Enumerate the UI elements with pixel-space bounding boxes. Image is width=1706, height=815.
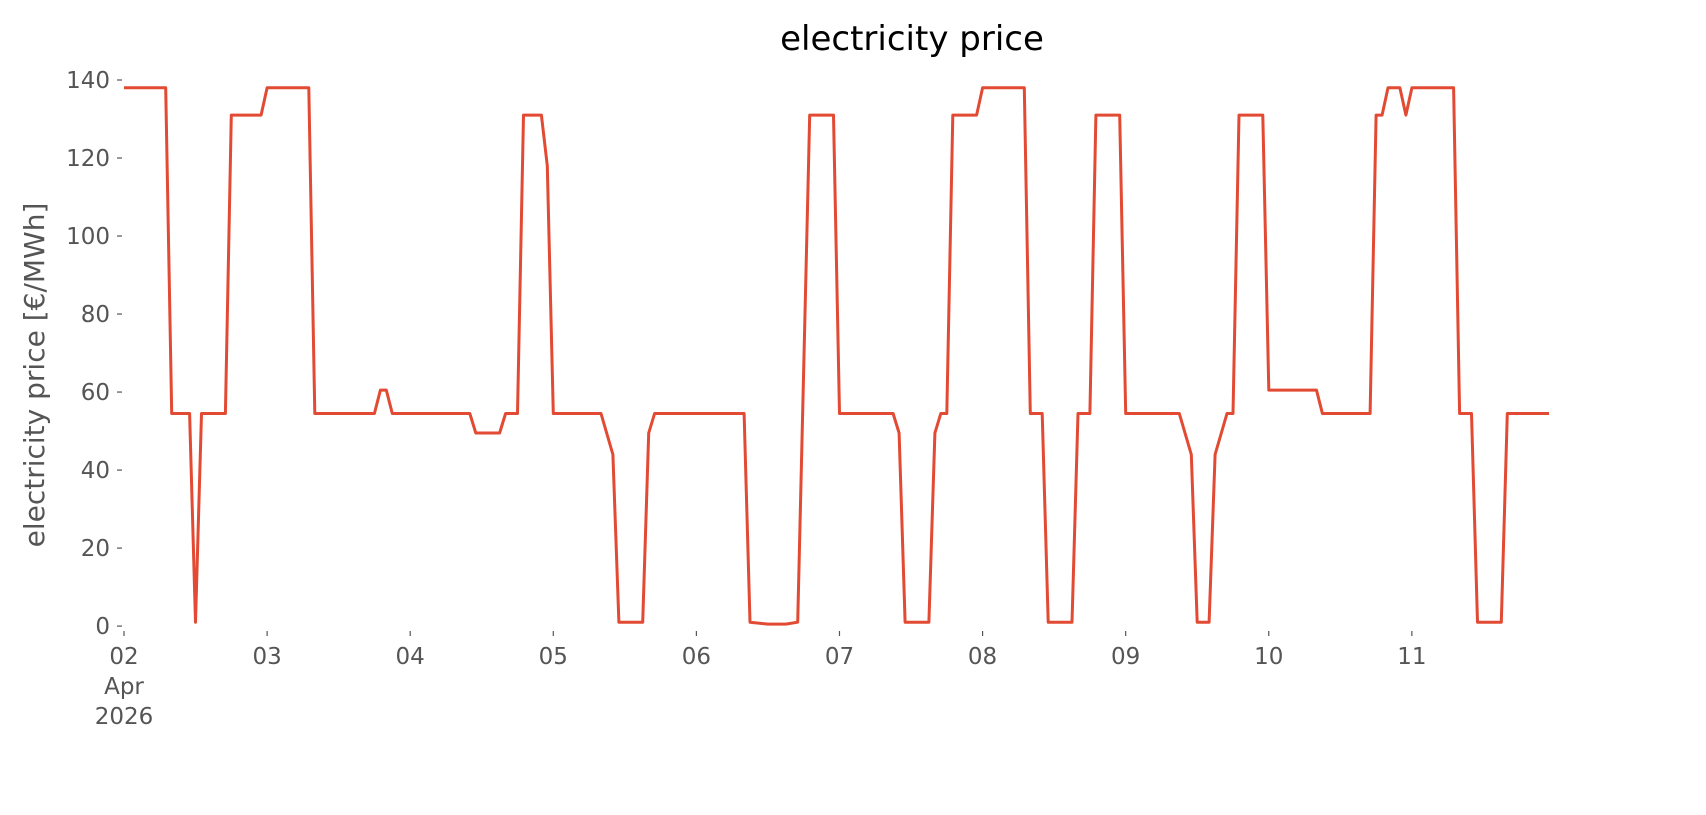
y-tick-label: 80 [81, 302, 110, 328]
y-tick-label: 0 [95, 614, 110, 640]
x-tick-label: 02 Apr 2026 [95, 644, 154, 730]
y-axis-label: electricity price [€/MWh] [18, 203, 51, 548]
x-tick-label: 07 [825, 644, 854, 670]
x-tick-label: 08 [968, 644, 997, 670]
x-tick-label: 05 [539, 644, 568, 670]
y-tick-label: 100 [66, 224, 110, 250]
x-tick-label: 04 [396, 644, 425, 670]
x-tick-label: 09 [1111, 644, 1140, 670]
chart-title: electricity price [780, 19, 1044, 59]
y-tick-label: 120 [66, 146, 110, 172]
x-tick-label: 06 [682, 644, 711, 670]
x-tick-label: 03 [252, 644, 281, 670]
y-tick-label: 20 [81, 536, 110, 562]
y-tick-label: 140 [66, 68, 110, 94]
x-tick-label: 11 [1397, 644, 1426, 670]
price-line [124, 86, 1549, 626]
y-tick-label: 60 [81, 380, 110, 406]
y-tick-label: 40 [81, 458, 110, 484]
x-tick-label: 10 [1254, 644, 1283, 670]
